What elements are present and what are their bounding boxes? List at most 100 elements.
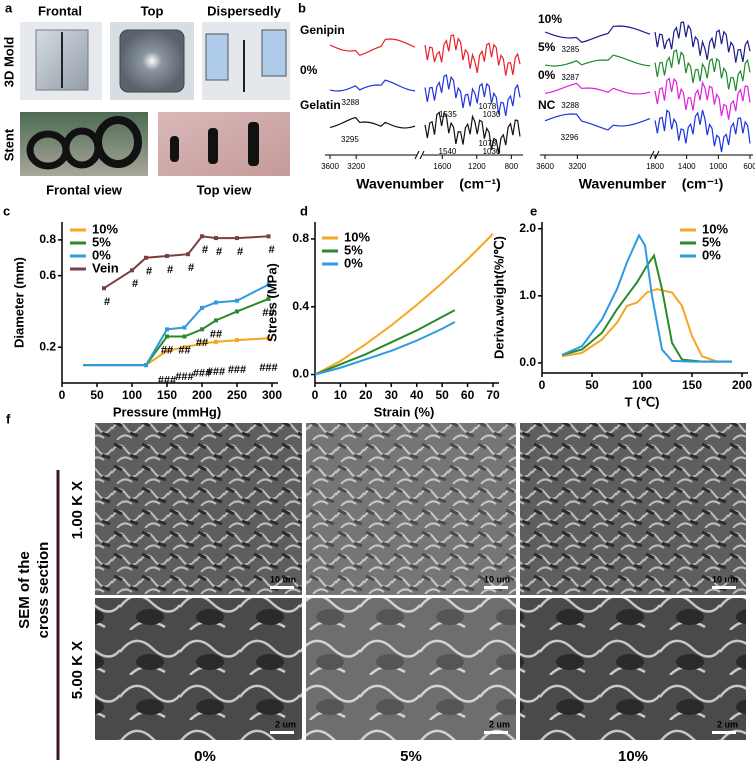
peak-label: 3285 [562,45,580,54]
scale-bar-label: 10 um [270,574,296,584]
point [214,339,218,344]
column-title: 0% [194,748,216,765]
point [266,296,271,301]
significance-mark: # [188,262,194,274]
significance-mark: ### [175,371,193,383]
point [165,334,169,339]
x-axis-label: T (℃) [625,394,660,409]
legend-label: 0% [92,247,111,262]
significance-mark: ## [210,328,222,340]
significance-mark: # [268,244,274,256]
point [266,336,271,341]
x-tick-label: 40 [410,388,424,402]
x-axis-unit: (cm⁻¹) [682,176,724,192]
panel-label: b [298,0,306,15]
peak-label: 3295 [341,135,359,144]
peak-label: 3288 [561,101,579,110]
peak-label: 1030 [483,110,501,119]
x-tick-label: 0 [312,388,319,402]
point [235,236,239,241]
series-line [561,233,732,363]
x-tick-label: 3200 [347,162,365,171]
x-tick-label: 0 [539,378,546,392]
scale-bar-label: 2 um [717,719,738,729]
legend-label: 0% [344,255,363,270]
x-tick-label: 3600 [321,162,339,171]
y-tick-label: 1.0 [519,288,536,302]
x-tick-label: 600 [743,162,755,171]
y-tick-label: 0.0 [292,367,309,381]
scale-bar [712,731,736,734]
curve-label: NC [538,98,556,112]
significance-mark: # [202,244,208,256]
scale-bar [712,586,736,589]
x-tick-label: 100 [632,378,652,392]
point [165,348,169,353]
y-tick-label: 2.0 [519,221,536,235]
x-tick-label: 300 [262,388,282,402]
spectrum [424,111,521,154]
x-tick-label: 150 [157,388,177,402]
point [235,338,239,343]
y-tick-label: 0.8 [292,231,309,245]
x-tick-label: 3200 [568,162,586,171]
significance-mark: ## [161,344,173,356]
x-tick-label: 70 [486,388,500,402]
x-tick-label: 50 [435,388,449,402]
side-title: SEM of the [16,551,33,629]
x-tick-label: 250 [227,388,247,402]
series-line [314,233,494,376]
column-title: Frontal [38,3,82,18]
x-tick-label: 30 [385,388,399,402]
peak-label: 1078 [478,102,496,111]
scale-bar [270,586,294,589]
y-tick-label: 0.2 [39,339,56,353]
legend-label: 5% [92,234,111,249]
y-tick-label: 0.6 [39,268,56,282]
spectrum [329,38,416,57]
x-tick-label: 3600 [536,162,554,171]
series-line [103,235,269,290]
series-line [314,309,456,376]
axis-break [649,150,660,160]
scale-bar-label: 2 um [489,719,510,729]
legend-label: 5% [344,242,363,257]
significance-mark: ### [228,364,246,376]
curve-label: 5% [538,40,556,54]
peak-label: 1540 [439,147,457,156]
x-tick-label: 0 [59,388,66,402]
point [144,363,148,368]
x-tick-label: 1000 [709,162,727,171]
panel-label: d [300,203,308,218]
x-axis-label: Pressure (mmHg) [113,404,221,419]
point [200,327,204,332]
point [182,325,187,330]
spectrum [424,74,521,117]
x-tick-label: 1600 [433,162,451,171]
spectrum [424,34,521,76]
caption: Frontal view [46,182,123,197]
series-line [83,337,269,367]
row-title: 1.00 K X [69,481,86,539]
column-title: Dispersedly [207,3,281,18]
x-tick-label: 1200 [468,162,486,171]
spectrum [544,82,651,95]
x-tick-label: 1400 [678,162,696,171]
y-tick-label: 0.8 [39,232,56,246]
significance-mark: # [132,278,138,290]
scale-bar-label: 10 um [712,574,738,584]
x-tick-label: 200 [192,388,212,402]
x-axis-label: Wavenumber [356,176,444,192]
point [130,268,134,273]
curve-label: 0% [538,68,556,82]
legend-label: 10% [344,229,370,244]
point [165,327,169,332]
y-tick-label: 0.0 [519,355,536,369]
spectrum [654,109,751,153]
spectrum [329,116,416,129]
panel-label: c [3,203,10,218]
point [214,318,218,323]
panel-label: f [6,411,11,426]
